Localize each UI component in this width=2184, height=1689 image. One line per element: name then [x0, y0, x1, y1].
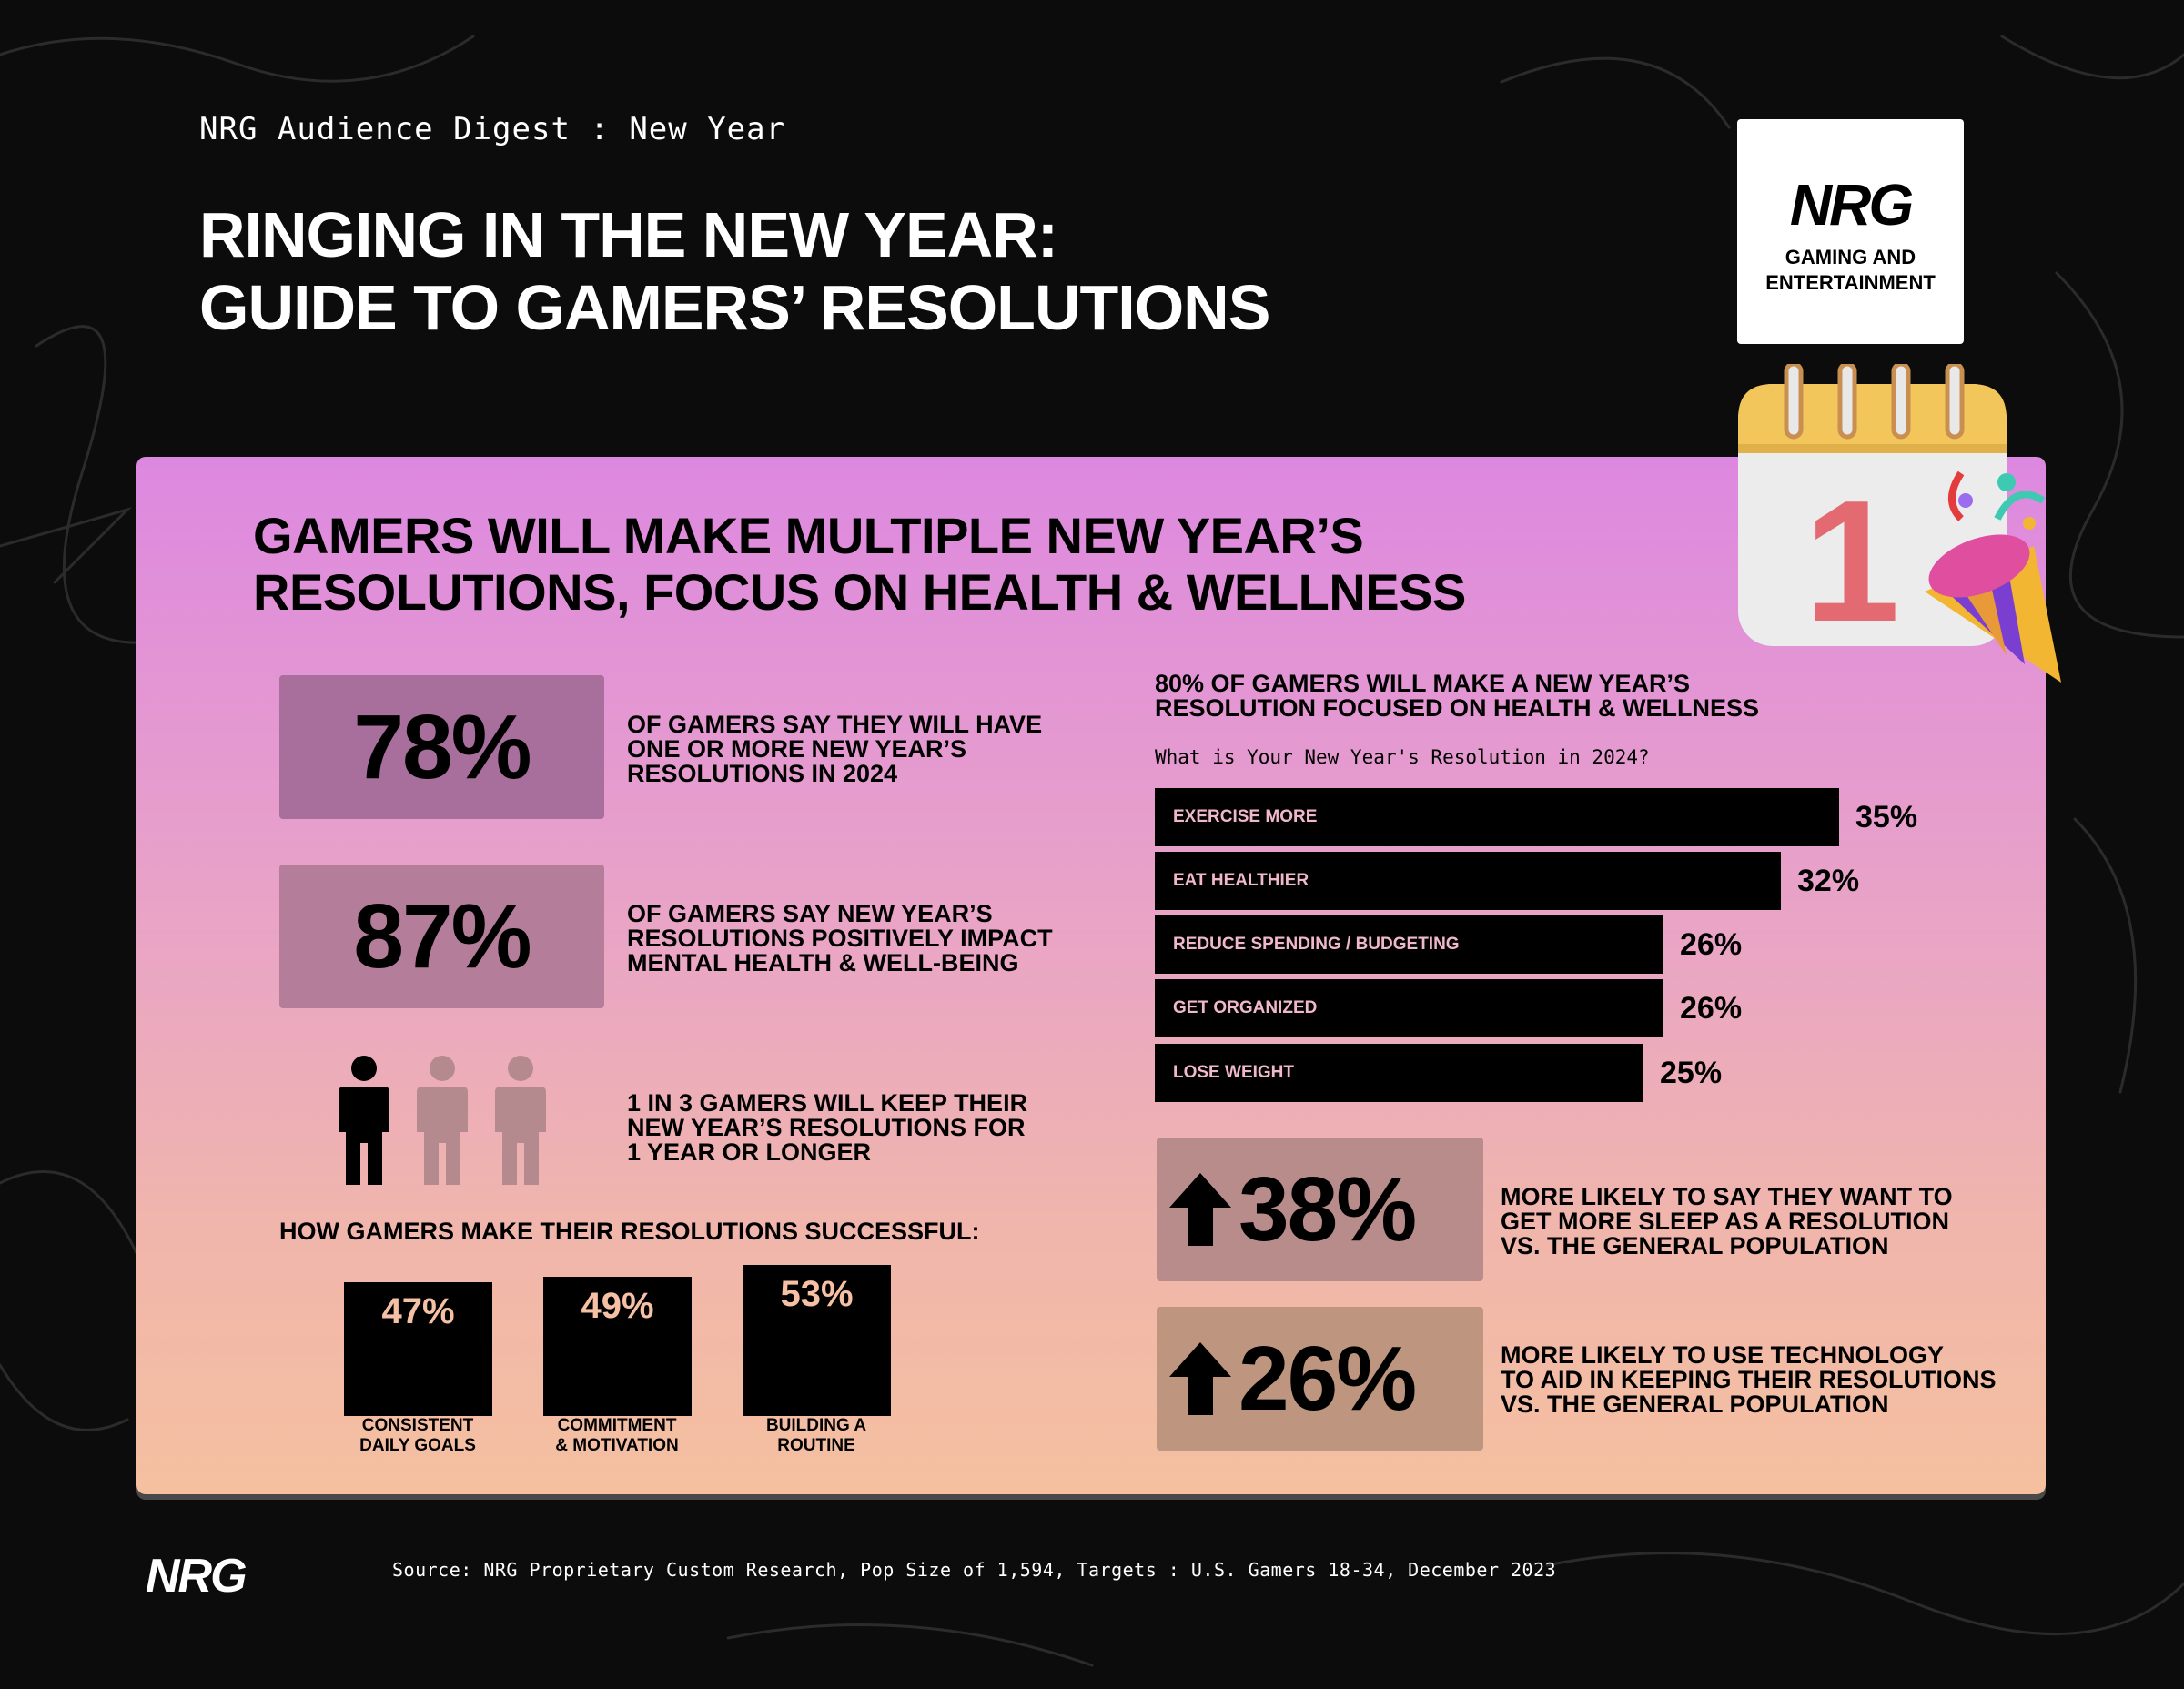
- stat-78-line-1: OF GAMERS SAY THEY WILL HAVE: [627, 711, 1043, 738]
- stat-box-78: 78%: [279, 675, 604, 819]
- stat-78-line-2: ONE OR MORE NEW YEAR’S: [627, 735, 967, 763]
- nrg-logo: NRG: [1789, 172, 1914, 238]
- bar-value-reduce-spending: 26%: [1680, 927, 1743, 962]
- person-icon-muted: [417, 1056, 468, 1185]
- column-label-commitment: COMMITMENT & MOTIVATION: [526, 1416, 708, 1456]
- panel-title: GAMERS WILL MAKE MULTIPLE NEW YEAR’S RES…: [253, 508, 1800, 621]
- column-bar-routine: 53%: [743, 1265, 891, 1416]
- person-icon-muted: [495, 1056, 546, 1185]
- comparison-box-technology: 26%: [1157, 1307, 1483, 1451]
- bar-eat-healthier: EAT HEALTHIER: [1155, 852, 1781, 910]
- logo-subtitle-line-1: GAMING AND: [1785, 246, 1916, 268]
- bar-value-get-organized: 26%: [1680, 991, 1743, 1026]
- ratio-line-3: 1 YEAR OR LONGER: [627, 1138, 872, 1166]
- main-panel: GAMERS WILL MAKE MULTIPLE NEW YEAR’S RES…: [136, 457, 2046, 1494]
- up-arrow-icon: [1169, 1173, 1231, 1246]
- chart-headline-line-2: RESOLUTION FOCUSED ON HEALTH & WELLNESS: [1155, 694, 1760, 722]
- bar-value-exercise-more: 35%: [1855, 800, 1918, 834]
- ratio-line-2: NEW YEAR’S RESOLUTIONS FOR: [627, 1114, 1026, 1141]
- chart-headline: 80% OF GAMERS WILL MAKE A NEW YEAR’S RES…: [1155, 672, 1883, 721]
- digest-label: NRG Audience Digest : New Year: [199, 111, 786, 147]
- stat-87-line-3: MENTAL HEALTH & WELL-BEING: [627, 949, 1019, 976]
- nrg-logo-card: NRG GAMING AND ENTERTAINMENT: [1737, 119, 1964, 344]
- person-icon-active: [339, 1056, 389, 1185]
- logo-subtitle: GAMING AND ENTERTAINMENT: [1737, 245, 1964, 296]
- comparison-tech-line-2: TO AID IN KEEPING THEIR RESOLUTIONS: [1501, 1366, 1997, 1393]
- column-label-3-line-1: BUILDING A: [765, 1416, 867, 1435]
- column-label-2-line-1: COMMITMENT: [557, 1416, 677, 1435]
- bar-reduce-spending: REDUCE SPENDING / BUDGETING: [1155, 915, 1663, 974]
- logo-subtitle-line-2: ENTERTAINMENT: [1765, 271, 1936, 294]
- bar-value-eat-healthier: 32%: [1797, 864, 1860, 898]
- up-arrow-icon: [1169, 1342, 1231, 1415]
- column-bar-commitment: 49%: [543, 1277, 692, 1416]
- page-title: RINGING IN THE NEW YEAR: GUIDE TO GAMERS…: [199, 198, 1564, 344]
- stat-text-87: OF GAMERS SAY NEW YEAR’S RESOLUTIONS POS…: [627, 902, 1100, 976]
- comparison-value-sleep: 38%: [1239, 1158, 1417, 1260]
- party-popper-icon: [1925, 470, 2061, 683]
- comparison-sleep-line-3: VS. THE GENERAL POPULATION: [1501, 1232, 1889, 1259]
- bar-exercise-more: EXERCISE MORE: [1155, 788, 1839, 846]
- panel-title-line-2: RESOLUTIONS, FOCUS ON HEALTH & WELLNESS: [253, 563, 1466, 621]
- title-line-2: GUIDE TO GAMERS’ RESOLUTIONS: [199, 272, 1270, 343]
- stat-87-line-2: RESOLUTIONS POSITIVELY IMPACT: [627, 925, 1053, 952]
- comparison-value-technology: 26%: [1239, 1327, 1417, 1430]
- column-label-3-line-2: ROUTINE: [777, 1436, 855, 1455]
- stat-87-line-1: OF GAMERS SAY NEW YEAR’S: [627, 900, 993, 927]
- comparison-tech-line-3: VS. THE GENERAL POPULATION: [1501, 1391, 1889, 1418]
- source-note: Source: NRG Proprietary Custom Research,…: [392, 1559, 1557, 1581]
- stat-text-78: OF GAMERS SAY THEY WILL HAVE ONE OR MORE…: [627, 713, 1100, 786]
- how-title: HOW GAMERS MAKE THEIR RESOLUTIONS SUCCES…: [279, 1218, 980, 1245]
- comparison-box-sleep: 38%: [1157, 1138, 1483, 1281]
- column-label-2-line-2: & MOTIVATION: [555, 1436, 679, 1455]
- stat-box-87: 87%: [279, 865, 604, 1008]
- ratio-line-1: 1 IN 3 GAMERS WILL KEEP THEIR: [627, 1089, 1028, 1117]
- title-line-1: RINGING IN THE NEW YEAR:: [199, 199, 1058, 270]
- calendar-icon: 1: [1738, 364, 2061, 683]
- column-label-routine: BUILDING A ROUTINE: [725, 1416, 907, 1456]
- stat-78-line-3: RESOLUTIONS IN 2024: [627, 760, 898, 787]
- chart-question: What is Your New Year's Resolution in 20…: [1155, 746, 1650, 768]
- column-label-1-line-1: CONSISTENT: [361, 1416, 474, 1435]
- comparison-sleep-line-2: GET MORE SLEEP AS A RESOLUTION: [1501, 1208, 1950, 1235]
- comparison-tech-line-1: MORE LIKELY TO USE TECHNOLOGY: [1501, 1341, 1945, 1369]
- calendar-day: 1: [1804, 465, 1900, 658]
- bar-get-organized: GET ORGANIZED: [1155, 979, 1663, 1037]
- column-label-1-line-2: DAILY GOALS: [359, 1436, 476, 1455]
- bar-lose-weight: LOSE WEIGHT: [1155, 1044, 1643, 1102]
- ratio-text: 1 IN 3 GAMERS WILL KEEP THEIR NEW YEAR’S…: [627, 1091, 1100, 1165]
- comparison-text-sleep: MORE LIKELY TO SAY THEY WANT TO GET MORE…: [1501, 1185, 2047, 1259]
- column-bar-daily-goals: 47%: [344, 1282, 492, 1416]
- comparison-sleep-line-1: MORE LIKELY TO SAY THEY WANT TO: [1501, 1183, 1953, 1210]
- chart-headline-line-1: 80% OF GAMERS WILL MAKE A NEW YEAR’S: [1155, 670, 1691, 697]
- comparison-text-technology: MORE LIKELY TO USE TECHNOLOGY TO AID IN …: [1501, 1343, 2047, 1417]
- footer-logo: NRG: [146, 1550, 248, 1603]
- panel-title-line-1: GAMERS WILL MAKE MULTIPLE NEW YEAR’S: [253, 507, 1364, 564]
- column-label-daily-goals: CONSISTENT DAILY GOALS: [327, 1416, 509, 1456]
- bar-value-lose-weight: 25%: [1660, 1056, 1723, 1090]
